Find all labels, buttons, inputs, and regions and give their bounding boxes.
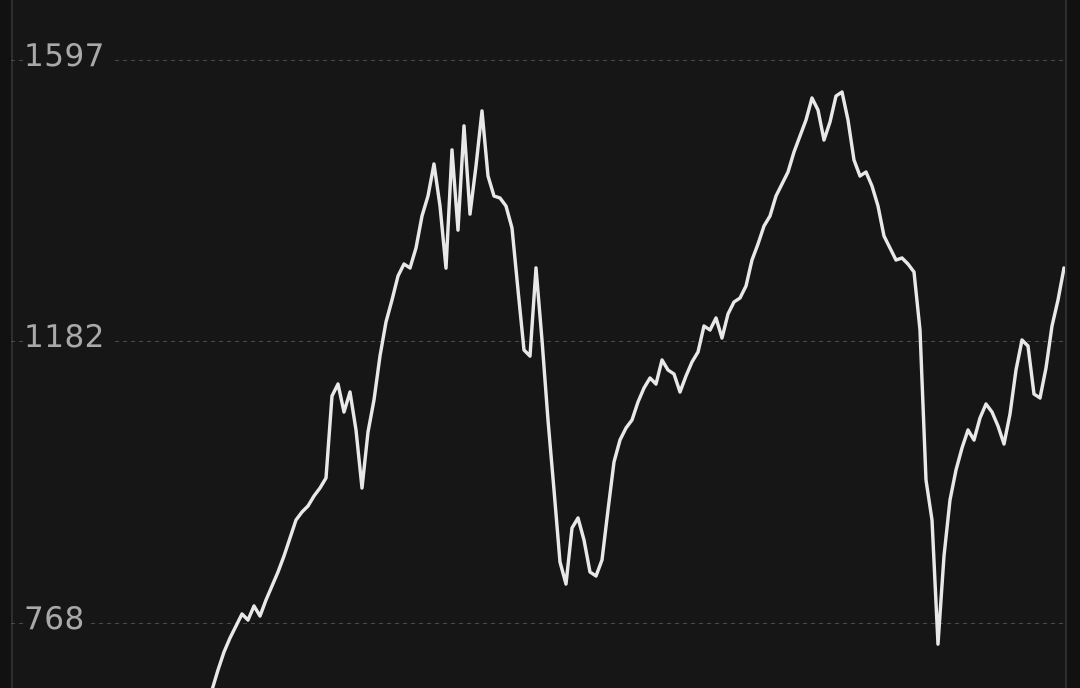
y-axis-line	[11, 0, 13, 688]
right-gutter	[1067, 0, 1080, 688]
y-axis-tick-label-bottom: 768	[24, 601, 91, 638]
series-line-index-value	[210, 90, 1066, 688]
gridline-1597	[11, 60, 1065, 61]
gridline-768	[11, 623, 1065, 624]
left-gutter	[0, 0, 11, 688]
y-axis-tick-label-middle: 1182	[24, 319, 111, 356]
y-axis-tick-label-top: 1597	[24, 38, 111, 75]
right-border-line	[1065, 0, 1067, 688]
gridline-1182	[11, 341, 1065, 342]
